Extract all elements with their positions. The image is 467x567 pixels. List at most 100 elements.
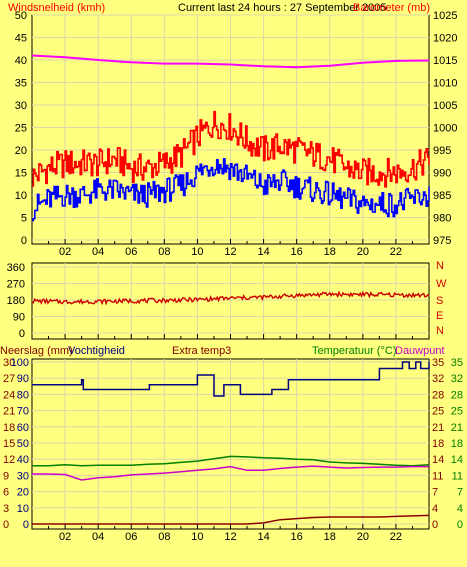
barometer-axis-title: Barometer (mb) bbox=[353, 2, 430, 14]
x-tick-label: 10 bbox=[191, 531, 203, 543]
rain-tick-label: 6 bbox=[3, 487, 9, 499]
x-tick-label: 18 bbox=[324, 246, 336, 258]
humidity-tick-label: 40 bbox=[17, 454, 29, 466]
wind-tick-label: 40 bbox=[15, 55, 27, 67]
barometer-tick-label: 990 bbox=[433, 168, 451, 180]
x-tick-label: 06 bbox=[125, 246, 137, 258]
x-tick-label: 16 bbox=[291, 531, 303, 543]
extra-tick-label: 18 bbox=[432, 438, 444, 450]
wind-tick-label: 50 bbox=[15, 10, 27, 22]
wind-speed-line bbox=[32, 110, 430, 188]
x-tick-label: 22 bbox=[390, 531, 402, 543]
wind-blue-line bbox=[32, 158, 430, 222]
humidity-axis-title: Vochtigheid bbox=[68, 345, 125, 357]
x-tick-label: 02 bbox=[59, 531, 71, 543]
barometer-line bbox=[31, 54, 430, 69]
compass-label: E bbox=[436, 310, 443, 322]
direction-tick-label: 180 bbox=[7, 295, 25, 307]
temp-tick-label: 25 bbox=[451, 406, 463, 418]
compass-label: S bbox=[436, 295, 443, 307]
rain-axis-title: Neerslag (mm) bbox=[0, 345, 73, 357]
direction-tick-label: 270 bbox=[7, 279, 25, 291]
wind-ticks: 0510152025303540455097598098599099510001… bbox=[15, 10, 458, 258]
extra-tick-label: 32 bbox=[432, 373, 444, 385]
x-tick-label: 12 bbox=[224, 246, 236, 258]
x-tick-label: 08 bbox=[158, 246, 170, 258]
wind-tick-label: 20 bbox=[15, 145, 27, 157]
wind-series bbox=[31, 54, 430, 222]
compass-label: N bbox=[436, 325, 444, 337]
temp-tick-label: 4 bbox=[457, 503, 463, 515]
compass-label: N bbox=[436, 260, 444, 272]
dewpoint-axis-title: Dauwpunt bbox=[395, 345, 445, 357]
temperature-series bbox=[32, 361, 430, 525]
extra-temp-title: Extra temp3 bbox=[172, 345, 231, 357]
wind-tick-label: 25 bbox=[15, 123, 27, 135]
wind-axis-title: Windsnelheid (kmh) bbox=[8, 2, 105, 14]
temperature-axis-title: Temperatuur (°C) bbox=[312, 345, 396, 357]
rain-line bbox=[32, 514, 430, 525]
wind-tick-label: 30 bbox=[15, 100, 27, 112]
extra-tick-label: 28 bbox=[432, 389, 444, 401]
barometer-tick-label: 1015 bbox=[433, 55, 457, 67]
barometer-tick-label: 1000 bbox=[433, 123, 457, 135]
wind-tick-label: 15 bbox=[15, 168, 27, 180]
humidity-tick-label: 100 bbox=[11, 357, 29, 369]
humidity-tick-label: 50 bbox=[17, 438, 29, 450]
temp-tick-label: 28 bbox=[451, 389, 463, 401]
temp-tick-label: 18 bbox=[451, 438, 463, 450]
barometer-tick-label: 1010 bbox=[433, 78, 457, 90]
wind-direction-line bbox=[31, 290, 430, 306]
x-tick-label: 22 bbox=[390, 246, 402, 258]
barometer-tick-label: 1005 bbox=[433, 100, 457, 112]
x-tick-label: 14 bbox=[257, 246, 269, 258]
rain-tick-label: 21 bbox=[3, 406, 15, 418]
wind-tick-label: 0 bbox=[21, 235, 27, 247]
temp-tick-label: 21 bbox=[451, 422, 463, 434]
wind-tick-label: 10 bbox=[15, 190, 27, 202]
temp-tick-label: 0 bbox=[457, 519, 463, 531]
x-tick-label: 12 bbox=[224, 531, 236, 543]
extra-tick-label: 0 bbox=[432, 519, 438, 531]
rain-tick-label: 27 bbox=[3, 373, 15, 385]
direction-series bbox=[31, 290, 430, 306]
x-tick-label: 10 bbox=[191, 246, 203, 258]
humidity-tick-label: 30 bbox=[17, 470, 29, 482]
direction-tick-label: 0 bbox=[19, 328, 25, 340]
temp-tick-label: 35 bbox=[451, 357, 463, 369]
x-tick-label: 02 bbox=[59, 246, 71, 258]
x-tick-label: 04 bbox=[92, 246, 104, 258]
rain-tick-label: 15 bbox=[3, 438, 15, 450]
extra-tick-label: 11 bbox=[432, 470, 443, 482]
humidity-tick-label: 20 bbox=[17, 487, 29, 499]
humidity-tick-label: 0 bbox=[23, 519, 29, 531]
direction-tick-label: 360 bbox=[7, 262, 25, 274]
rain-tick-label: 3 bbox=[3, 503, 9, 515]
barometer-tick-label: 980 bbox=[433, 213, 451, 225]
x-tick-label: 20 bbox=[357, 246, 369, 258]
rain-tick-label: 12 bbox=[3, 454, 15, 466]
humidity-line bbox=[32, 361, 430, 397]
barometer-tick-label: 975 bbox=[433, 235, 451, 247]
humidity-tick-label: 60 bbox=[17, 422, 29, 434]
barometer-tick-label: 1025 bbox=[433, 10, 457, 22]
extra-tick-label: 25 bbox=[432, 406, 444, 418]
x-tick-label: 20 bbox=[357, 531, 369, 543]
extra-tick-label: 7 bbox=[432, 487, 438, 499]
x-tick-label: 18 bbox=[324, 531, 336, 543]
extra-tick-label: 4 bbox=[432, 503, 438, 515]
temp-tick-label: 7 bbox=[457, 487, 463, 499]
rain-tick-label: 0 bbox=[3, 519, 9, 531]
x-tick-label: 14 bbox=[257, 531, 269, 543]
extra-tick-label: 14 bbox=[432, 454, 444, 466]
compass-label: W bbox=[436, 278, 447, 290]
barometer-tick-label: 1020 bbox=[433, 33, 457, 45]
humidity-tick-label: 70 bbox=[17, 406, 29, 418]
wind-tick-label: 5 bbox=[21, 213, 27, 225]
x-tick-label: 08 bbox=[158, 531, 170, 543]
rain-tick-label: 24 bbox=[3, 389, 15, 401]
temperature-line bbox=[32, 455, 430, 467]
